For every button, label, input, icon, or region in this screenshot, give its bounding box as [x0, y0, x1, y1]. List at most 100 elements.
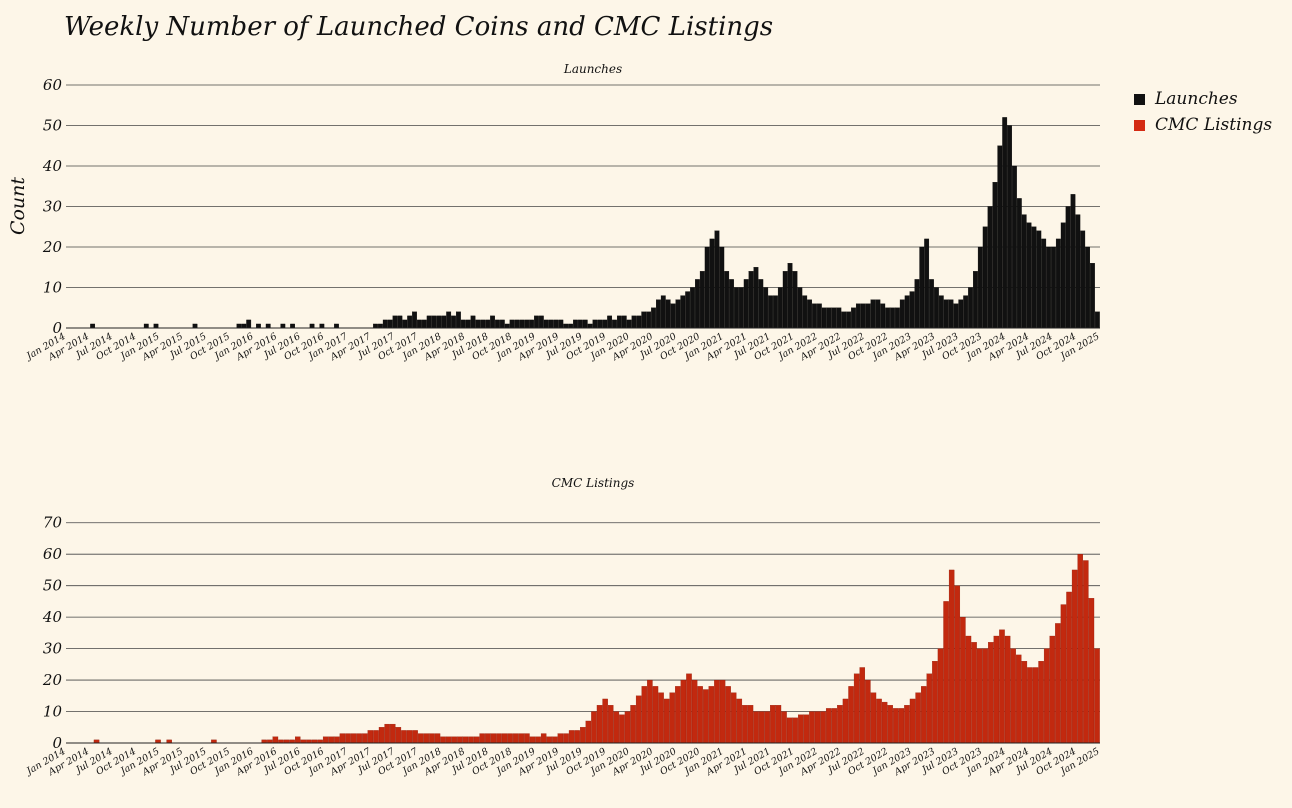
- bar: [256, 323, 261, 329]
- bar: [675, 299, 681, 329]
- bar: [613, 711, 620, 744]
- bar: [143, 323, 149, 329]
- bar: [885, 307, 891, 329]
- bar: [624, 711, 631, 744]
- bar: [915, 692, 921, 744]
- bar: [529, 319, 534, 329]
- bar: [1085, 246, 1090, 329]
- bar: [626, 319, 632, 329]
- bar: [982, 648, 988, 744]
- bar: [988, 642, 994, 744]
- bar: [846, 311, 852, 329]
- bar: [909, 291, 915, 329]
- y-tick-label: 50: [43, 577, 63, 595]
- bar: [441, 315, 447, 329]
- bar: [714, 679, 720, 744]
- bar: [965, 635, 972, 744]
- bar: [948, 299, 954, 329]
- bar: [608, 705, 614, 744]
- bar: [699, 271, 705, 329]
- bar: [976, 648, 983, 744]
- bar: [775, 705, 782, 744]
- bar: [708, 686, 715, 744]
- bar: [362, 733, 368, 744]
- bar: [457, 736, 463, 744]
- bar: [816, 303, 822, 329]
- bar: [734, 287, 739, 329]
- y-axis-label: Count: [7, 177, 29, 235]
- bar: [841, 311, 847, 329]
- bar: [395, 727, 402, 744]
- bar: [763, 287, 769, 329]
- bar: [426, 315, 432, 329]
- y-tick-label: 0: [52, 319, 62, 337]
- bar: [992, 182, 998, 329]
- bar: [899, 299, 905, 329]
- bar: [319, 323, 325, 329]
- bar: [875, 299, 881, 329]
- y-tick-label: 20: [42, 238, 63, 256]
- bar: [440, 736, 446, 744]
- bar: [993, 635, 1000, 744]
- bar: [468, 736, 474, 744]
- bar: [958, 299, 964, 329]
- bar: [1043, 648, 1050, 744]
- bar: [563, 323, 569, 329]
- bar: [971, 642, 977, 744]
- bar: [848, 686, 854, 744]
- bar: [495, 319, 500, 329]
- bar: [373, 730, 379, 744]
- bar: [943, 299, 949, 329]
- bar: [501, 733, 508, 744]
- bar: [924, 238, 930, 329]
- bar: [1060, 222, 1066, 329]
- bar: [290, 323, 295, 329]
- bar: [773, 295, 778, 329]
- bar: [860, 303, 866, 329]
- bar: [842, 698, 849, 744]
- bar: [729, 279, 734, 329]
- bar: [792, 717, 798, 744]
- bar: [490, 315, 495, 329]
- bar: [538, 315, 544, 329]
- bar: [890, 307, 895, 329]
- bar: [870, 692, 877, 744]
- bar: [1038, 661, 1044, 744]
- bar: [837, 705, 843, 744]
- bar: [904, 705, 910, 744]
- bar: [507, 733, 513, 744]
- bar: [382, 319, 388, 329]
- bar: [1094, 648, 1100, 744]
- bar: [339, 733, 346, 744]
- bar: [485, 319, 491, 329]
- bar: [90, 323, 96, 329]
- bar: [973, 271, 978, 329]
- legend-item-cmc-listings: CMC Listings: [1134, 112, 1272, 138]
- y-tick-label: 10: [43, 279, 63, 297]
- bar: [619, 714, 625, 744]
- bar: [704, 246, 710, 329]
- bar: [401, 730, 407, 744]
- bar: [826, 307, 832, 329]
- bar: [462, 736, 469, 744]
- bar: [730, 692, 737, 744]
- bar: [926, 673, 933, 744]
- bar: [1075, 214, 1081, 329]
- bar: [534, 315, 539, 329]
- bar: [563, 733, 569, 744]
- bar: [987, 206, 993, 329]
- bar: [695, 279, 700, 329]
- bar: [641, 686, 648, 744]
- bar: [451, 315, 456, 329]
- bar: [596, 705, 603, 744]
- bar: [295, 736, 301, 744]
- bar: [553, 319, 559, 329]
- bar: [768, 295, 773, 329]
- bar: [853, 673, 860, 744]
- bar: [350, 733, 357, 744]
- bar: [512, 733, 519, 744]
- bar: [836, 307, 842, 329]
- bar: [724, 271, 730, 329]
- bar: [742, 705, 748, 744]
- bar: [587, 323, 593, 329]
